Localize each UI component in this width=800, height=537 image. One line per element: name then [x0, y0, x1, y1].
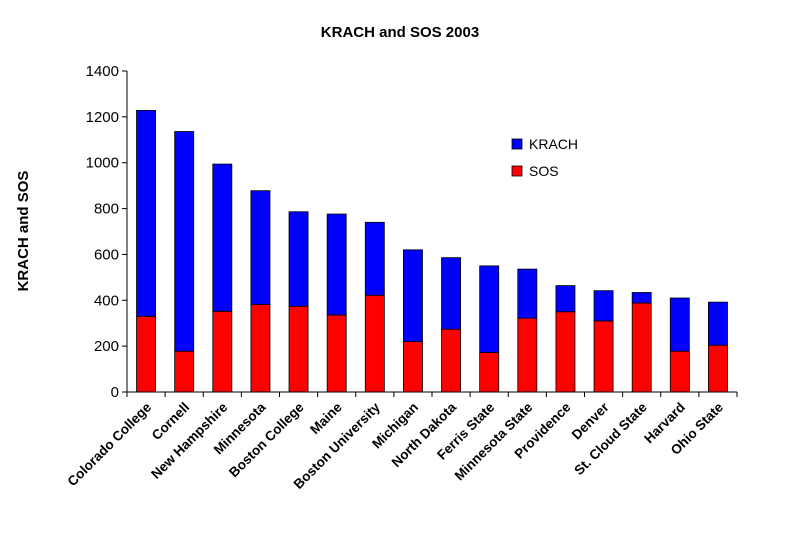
- bar-krach-6: [364, 221, 385, 296]
- bar-krach-5: [326, 213, 347, 316]
- bar-sos-6: [364, 294, 385, 393]
- chart-title: KRACH and SOS 2003: [321, 24, 479, 41]
- y-tick-label-4: 800: [94, 201, 119, 218]
- bar-sos-13: [631, 302, 652, 393]
- bar-krach-7: [403, 249, 423, 342]
- bar-krach-11: [555, 285, 576, 313]
- y-tick-label-0: 0: [111, 384, 119, 401]
- bar-sos-8: [441, 328, 461, 393]
- y-tick-label-2: 400: [94, 292, 119, 309]
- bar-krach-15: [708, 301, 728, 346]
- bar-krach-2: [212, 163, 233, 312]
- bar-sos-15: [708, 344, 728, 393]
- bar-sos-10: [517, 317, 538, 393]
- bar-sos-2: [212, 310, 233, 393]
- y-tick-label-1: 200: [94, 338, 119, 355]
- bar-sos-11: [555, 311, 576, 393]
- legend-swatch-sos: [511, 165, 523, 177]
- bar-sos-1: [174, 350, 195, 393]
- bar-sos-12: [593, 320, 614, 393]
- bars-group: [136, 110, 728, 393]
- bar-krach-9: [479, 265, 500, 353]
- bar-sos-9: [479, 352, 500, 393]
- bar-krach-3: [250, 190, 271, 305]
- legend-swatch-krach: [511, 138, 523, 150]
- bar-krach-12: [593, 290, 614, 322]
- bar-sos-5: [326, 314, 347, 393]
- bar-krach-13: [631, 292, 652, 304]
- bar-sos-4: [288, 305, 309, 393]
- bar-krach-10: [517, 268, 538, 319]
- bar-krach-8: [441, 257, 461, 330]
- bar-sos-3: [250, 304, 271, 393]
- legend-label-sos: SOS: [529, 163, 559, 179]
- y-tick-label-6: 1200: [86, 109, 119, 126]
- y-ticks-group: 0 200 400 600 800 1000 1200 1400: [86, 63, 127, 401]
- legend-label-krach: KRACH: [529, 136, 578, 152]
- bar-krach-14: [669, 297, 690, 352]
- bar-krach-0: [136, 110, 156, 317]
- bar-sos-0: [136, 315, 156, 393]
- y-axis-label: KRACH and SOS: [15, 171, 32, 292]
- y-tick-label-7: 1400: [86, 63, 119, 80]
- y-tick-label-5: 1000: [86, 155, 119, 172]
- bar-krach-1: [174, 131, 195, 352]
- legend: KRACH SOS: [511, 136, 578, 179]
- y-tick-label-3: 600: [94, 246, 119, 263]
- bar-sos-7: [403, 341, 423, 393]
- bar-krach-4: [288, 211, 309, 307]
- x-tick-label-0: Colorado College: [65, 399, 155, 489]
- bar-sos-14: [669, 350, 690, 393]
